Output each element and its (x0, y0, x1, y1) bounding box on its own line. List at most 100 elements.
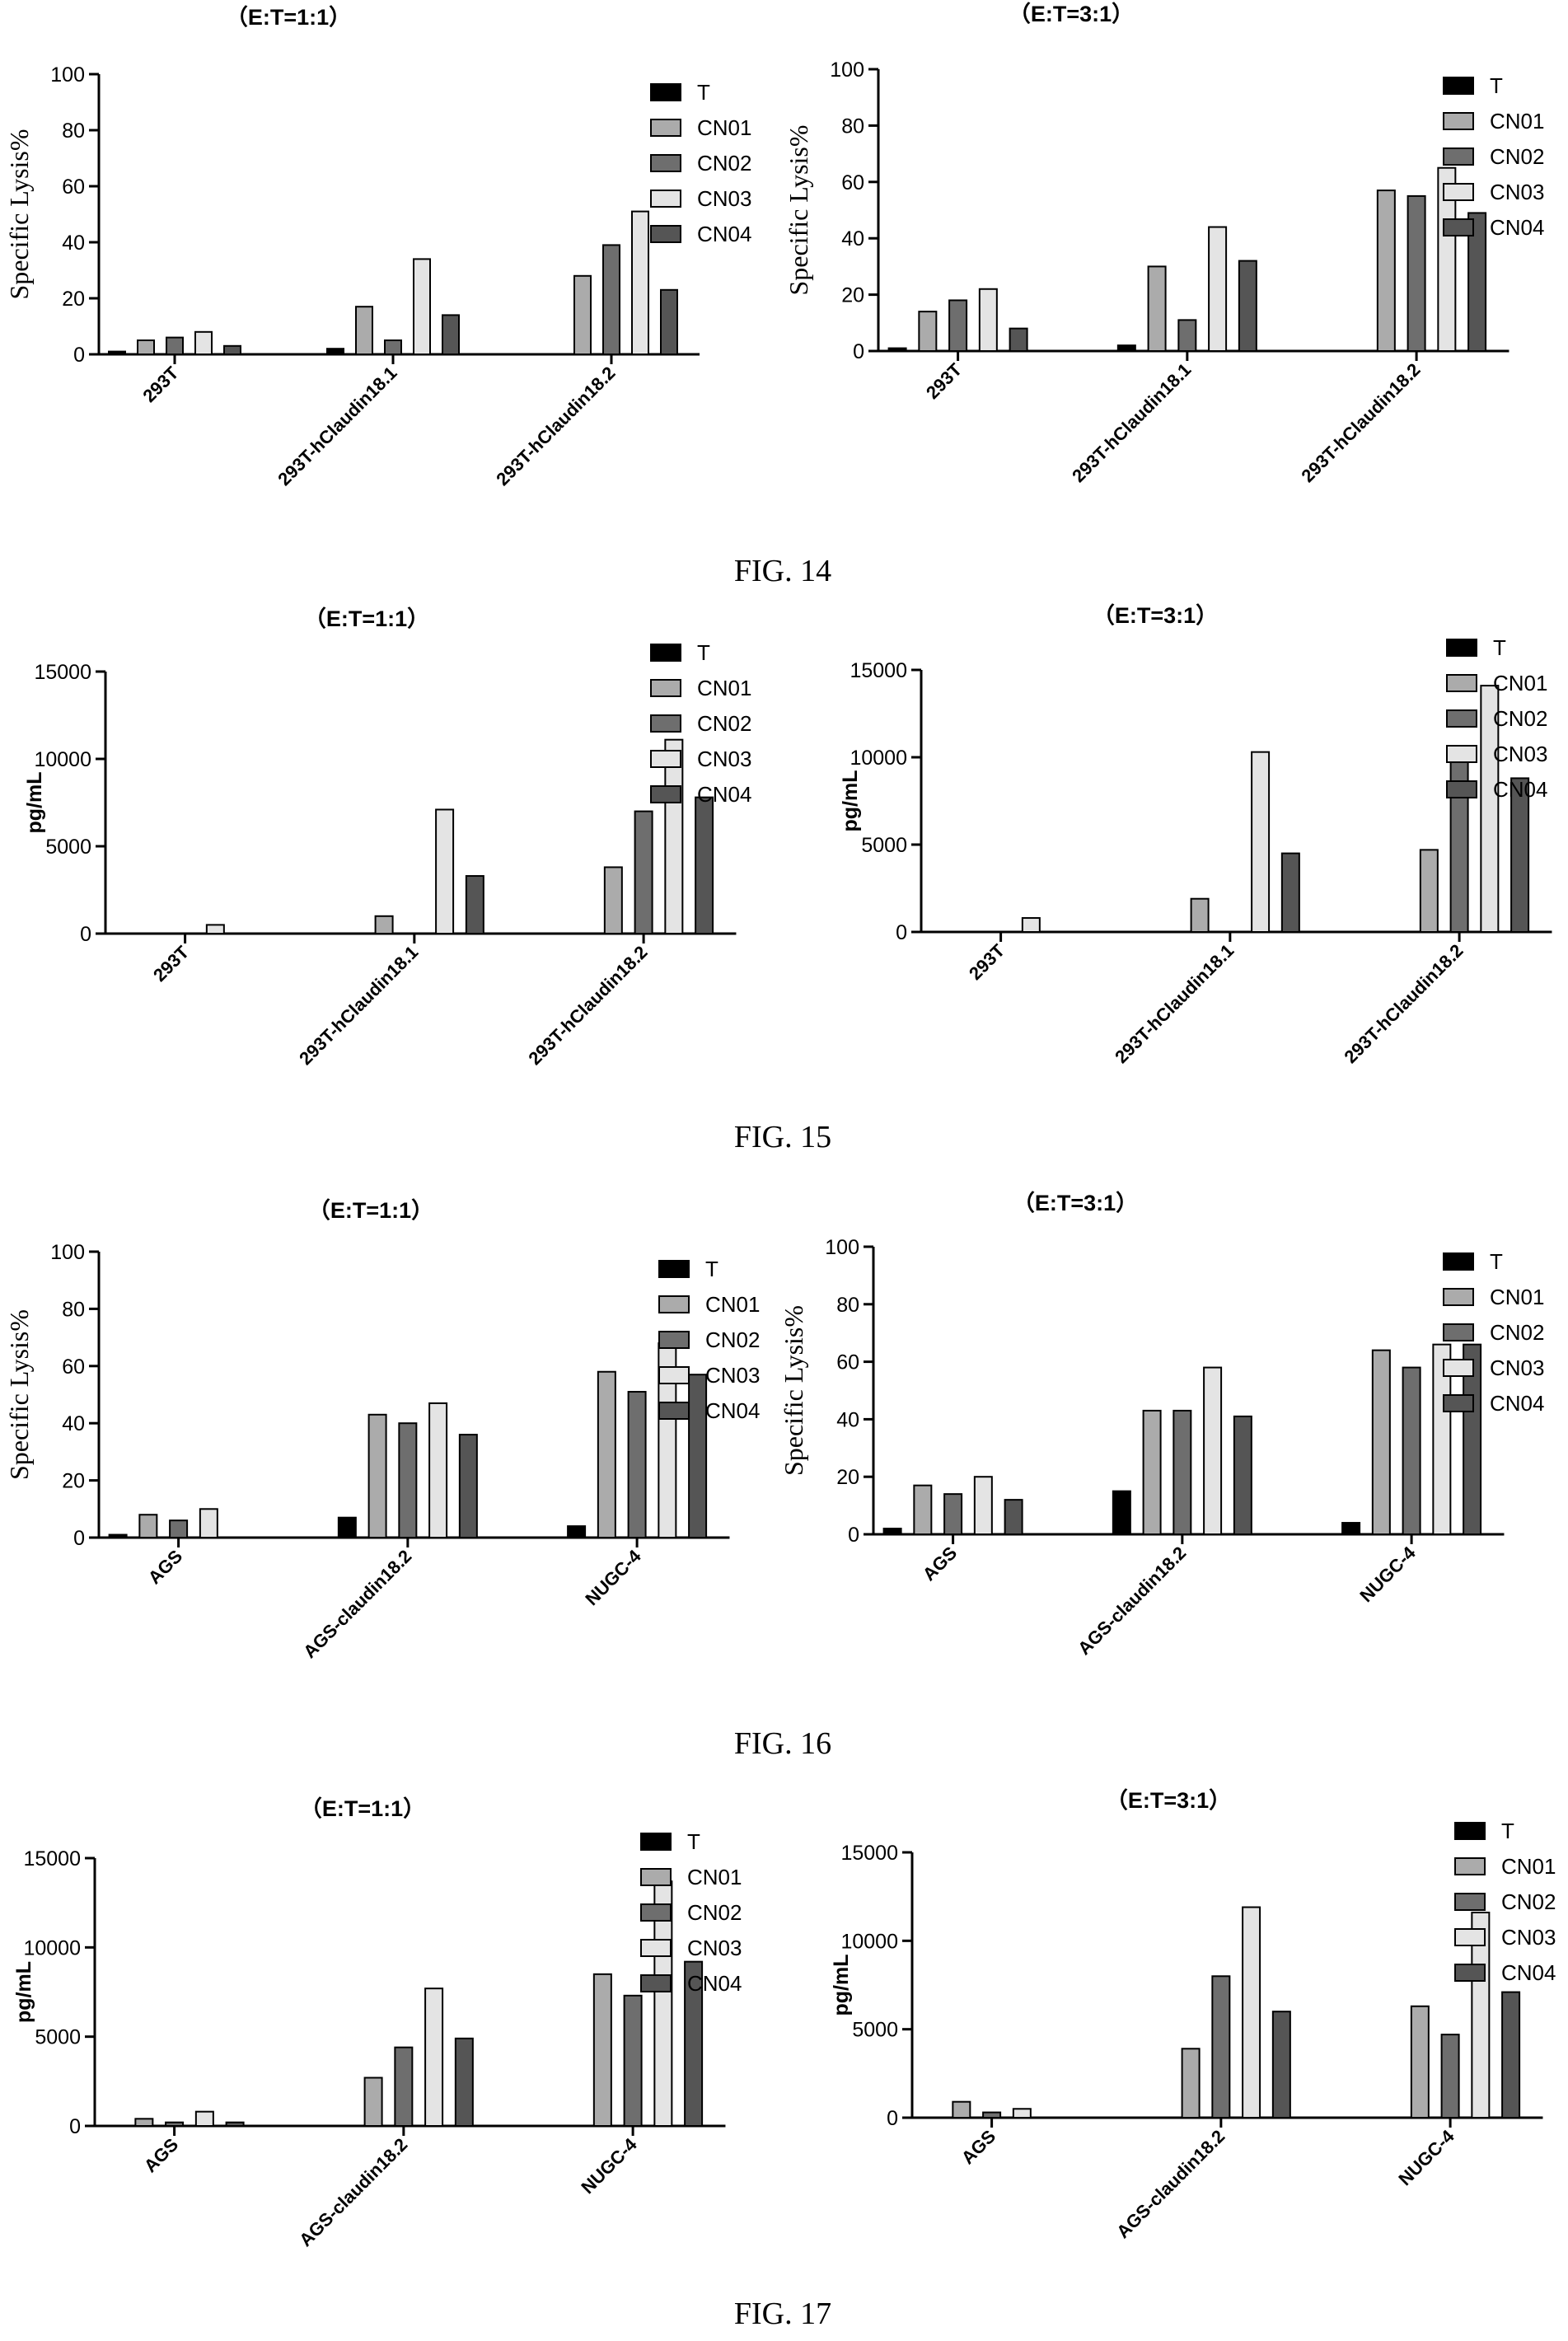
legend-swatch-cn02 (1443, 1323, 1474, 1341)
legend-label: CN04 (1490, 215, 1544, 240)
bar-cn01-1 (913, 1484, 933, 1536)
bar-cn04-1 (225, 2121, 245, 2128)
x-tick-label: 293T-hClaudin18.2 (524, 942, 651, 1069)
figure-caption: FIG. 17 (734, 2297, 831, 2331)
legend-swatch-cn02 (1454, 1893, 1486, 1911)
y-tick-label: 20 (62, 288, 85, 311)
figure-caption: FIG. 15 (734, 1120, 831, 1154)
bar-cn02-1 (165, 2121, 185, 2128)
x-tick-label: 293T-hClaudin18.1 (1111, 940, 1238, 1067)
legend-label: CN01 (697, 115, 751, 140)
legend-label: CN04 (687, 1971, 742, 1996)
legend-swatch-cn04 (650, 785, 681, 803)
chart-1: （E:T=1:1） 0 20 40 60 80 100 Specific Lysis% 293T… (4, 5, 751, 489)
y-tick-label: 80 (836, 1294, 859, 1317)
legend-swatch-cn04 (640, 1974, 672, 1992)
y-tick-label: 5000 (35, 2026, 81, 2049)
legend-swatch-cn01 (1443, 112, 1474, 130)
x-tick-label: AGS (140, 2134, 182, 2176)
y-tick-label: 15000 (850, 659, 907, 682)
legend-swatch-cn01 (650, 119, 681, 137)
bar-cn04-3 (684, 1960, 704, 2128)
y-tick-label: 60 (62, 176, 85, 199)
chart-2: （E:T=3:1） 0 20 40 60 80 100 Specific Lysis% 293T… (784, 2, 1544, 486)
y-axis-label: pg/mL (839, 770, 862, 832)
bar-cn01-3 (573, 274, 592, 355)
legend-swatch-cn04 (658, 1402, 690, 1420)
x-tick-label: AGS-claudin18.2 (295, 2134, 411, 2250)
legend: T CN01 CN02 CN03 CN04 (650, 640, 751, 807)
y-tick-label: 40 (841, 227, 864, 250)
bar-cn01-2 (374, 915, 394, 935)
legend-swatch-cn04 (650, 225, 681, 243)
y-tick-label: 20 (62, 1470, 85, 1493)
legend-label: CN04 (1501, 1960, 1556, 1985)
bar-cn04-2 (1238, 260, 1257, 352)
bar-cn04-2 (465, 875, 484, 935)
y-tick-label: 15000 (34, 661, 91, 684)
y-tick-label: 20 (841, 284, 864, 307)
legend-swatch-cn01 (658, 1295, 690, 1313)
legend-label: CN02 (697, 151, 751, 176)
legend-swatch-cn04 (1443, 1394, 1474, 1412)
legend-label: T (687, 1829, 700, 1854)
x-tick-label: AGS (957, 2126, 999, 2168)
bar-cn02-3 (623, 1994, 643, 2127)
y-axis-label: Specific Lysis% (4, 129, 34, 299)
chart-7: （E:T=1:1） 0 5000 10000 15000 pg/mL AGS AGS-clau… (12, 1796, 742, 2250)
legend-label: T (1493, 635, 1506, 660)
bar-cn03-2 (424, 1988, 444, 2128)
figure-caption: FIG. 14 (734, 554, 831, 588)
bar-cn03-1 (1012, 2108, 1032, 2119)
bar-cn01-2 (1190, 897, 1210, 933)
bar-cn04-3 (660, 288, 678, 355)
bar-cn03-2 (1203, 1366, 1223, 1535)
bar-cn01-3 (1419, 849, 1439, 933)
bar-cn01-2 (1181, 2048, 1201, 2119)
legend-label: CN03 (687, 1936, 742, 1960)
bar-cn04-3 (1501, 1991, 1521, 2119)
bar-t-3 (567, 1525, 587, 1538)
legend-label: CN03 (1493, 742, 1547, 766)
bar-cn04-2 (454, 2037, 474, 2127)
legend: T CN01 CN02 CN03 CN04 (1443, 73, 1544, 240)
bar-cn01-3 (1376, 190, 1396, 352)
legend-swatch-cn04 (1446, 780, 1477, 798)
bar-cn03-3 (664, 738, 684, 934)
x-tick-label: NUGC-4 (577, 2133, 641, 2198)
legend-swatch-cn02 (658, 1331, 690, 1349)
legend-label: CN03 (697, 186, 751, 211)
bar-cn04-1 (1009, 327, 1028, 353)
legend-label: CN04 (1493, 777, 1547, 802)
legend-label: CN01 (1490, 109, 1544, 133)
x-tick-label: 293T-hClaudin18.2 (1297, 359, 1424, 486)
legend-label: CN01 (697, 676, 751, 700)
legend-swatch-t (1443, 1252, 1474, 1271)
bar-cn02-1 (166, 336, 184, 356)
bar-cn02-3 (1440, 2034, 1460, 2119)
chart-title: （E:T=3:1） (1106, 1788, 1231, 1813)
x-tick-label: 293T-hClaudin18.1 (295, 942, 422, 1069)
bar-cn01-1 (138, 1514, 158, 1538)
bar-cn03-1 (1021, 917, 1041, 934)
legend-swatch-t (650, 83, 681, 101)
legend-swatch-t (1454, 1822, 1486, 1840)
bar-cn01-3 (1371, 1349, 1391, 1536)
bar-t-3 (1341, 1522, 1361, 1536)
bar-cn03-1 (973, 1476, 993, 1535)
bar-cn03-2 (435, 808, 455, 934)
bar-cn02-2 (1211, 1975, 1231, 2119)
y-tick-label: 0 (80, 923, 91, 946)
bar-cn01-1 (952, 2100, 971, 2119)
legend-swatch-cn02 (1446, 709, 1477, 728)
y-axis-label: Specific Lysis% (784, 124, 813, 295)
bar-cn01-2 (355, 306, 373, 356)
bar-t-2 (326, 348, 344, 356)
bar-cn03-2 (413, 258, 431, 355)
legend-label: CN01 (705, 1292, 760, 1317)
bar-t-2 (1116, 344, 1136, 353)
y-tick-label: 5000 (852, 2019, 898, 2042)
chart-title: （E:T=1:1） (308, 1198, 433, 1223)
y-tick-label: 80 (62, 1298, 85, 1321)
